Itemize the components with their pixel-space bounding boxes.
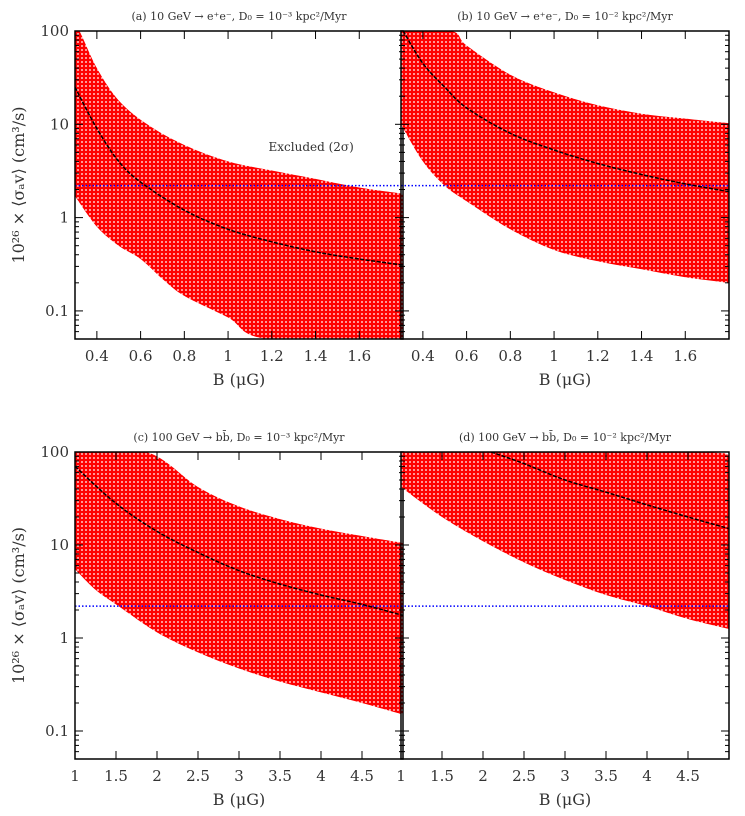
uncertainty-band (401, 452, 729, 629)
panel-title: (a) 10 GeV → e⁺e⁻, D₀ = 10⁻³ kpc²/Myr (131, 10, 347, 23)
x-tick-label: 0.6 (455, 347, 479, 365)
x-tick-label: 1.6 (673, 347, 697, 365)
x-axis-label: B (μG) (539, 370, 592, 389)
x-tick-label: 4 (642, 767, 652, 785)
x-tick-label: 3 (234, 767, 244, 785)
y-tick-label: 1 (59, 629, 69, 647)
x-tick-label: 1 (549, 347, 559, 365)
y-tick-label: 100 (40, 443, 69, 461)
x-tick-label: 1 (223, 347, 233, 365)
x-tick-label: 3 (560, 767, 570, 785)
panel-title: (c) 100 GeV → bb̄, D₀ = 10⁻³ kpc²/Myr (133, 431, 345, 444)
x-tick-label: 3.5 (268, 767, 292, 785)
x-tick-label: 2.5 (186, 767, 210, 785)
x-tick-label: 1.4 (630, 347, 654, 365)
x-tick-label: 1.2 (260, 347, 284, 365)
x-tick-label: 0.8 (498, 347, 522, 365)
y-tick-label: 0.1 (45, 302, 69, 320)
y-axis-label: 10²⁶ × ⟨σₐv⟩ (cm³/s) (9, 527, 28, 684)
central-curve (75, 86, 403, 266)
x-tick-label: 4 (316, 767, 326, 785)
x-tick-label: 0.4 (85, 347, 109, 365)
x-tick-label: 0.8 (172, 347, 196, 365)
x-tick-label: 4.5 (676, 767, 700, 785)
x-axis-label: B (μG) (213, 370, 266, 389)
x-tick-label: 2 (478, 767, 488, 785)
x-tick-label: 2 (152, 767, 162, 785)
x-tick-label: 1 (70, 767, 80, 785)
uncertainty-band (75, 452, 403, 715)
y-tick-label: 10 (50, 536, 69, 554)
x-tick-label: 1.5 (104, 767, 128, 785)
x-axis-label: B (μG) (539, 790, 592, 809)
x-tick-label: 0.6 (129, 347, 153, 365)
x-tick-label: 2.5 (512, 767, 536, 785)
panel-d: 1 1.5 2 2.5 3 3.5 4 4.5 (d) 100 GeV → bb̄, D₀ = … (396, 431, 730, 809)
x-axis-label: B (μG) (213, 790, 266, 809)
uncertainty-band (75, 31, 403, 339)
excluded-annotation: Excluded (2σ) (269, 140, 354, 154)
y-tick-label: 10 (50, 115, 69, 133)
axes-frame (74, 30, 404, 340)
y-tick-label: 100 (40, 22, 69, 40)
x-tick-label: 3.5 (594, 767, 618, 785)
panel-c: 0.1 1 10 100 1 1.5 2 2.5 3 3.5 4 4.5 (c) 100 GeV → b… (9, 431, 404, 809)
y-axis-label: 10²⁶ × ⟨σₐv⟩ (cm³/s) (9, 106, 28, 263)
plot-area (401, 452, 729, 629)
x-tick-label: 1.5 (430, 767, 454, 785)
panel-a: 0.1 1 10 100 0.4 0.6 0.8 1 1.2 1.4 1.6 (a) 10 GeV →… (9, 10, 404, 389)
axes-frame (400, 30, 730, 340)
panel-title: (b) 10 GeV → e⁺e⁻, D₀ = 10⁻² kpc²/Myr (457, 10, 673, 23)
uncertainty-band (401, 31, 729, 283)
y-tick-label: 0.1 (45, 722, 69, 740)
x-tick-label: 1 (396, 767, 406, 785)
central-curve (402, 31, 729, 193)
x-tick-label: 1.2 (586, 347, 610, 365)
x-tick-label: 0.4 (411, 347, 435, 365)
x-tick-label: 1.4 (304, 347, 328, 365)
plot-area (75, 452, 403, 715)
panel-b: 0.4 0.6 0.8 1 1.2 1.4 1.6 (b) 10 GeV → e⁺e⁻, D₀… (400, 10, 730, 389)
plot-area (401, 31, 729, 283)
central-curve (490, 452, 729, 530)
y-tick-label: 1 (59, 209, 69, 227)
central-curve (75, 465, 403, 617)
panel-title: (d) 100 GeV → bb̄, D₀ = 10⁻² kpc²/Myr (459, 431, 672, 444)
plot-area (75, 31, 403, 339)
x-tick-label: 1.6 (347, 347, 371, 365)
x-tick-label: 4.5 (350, 767, 374, 785)
